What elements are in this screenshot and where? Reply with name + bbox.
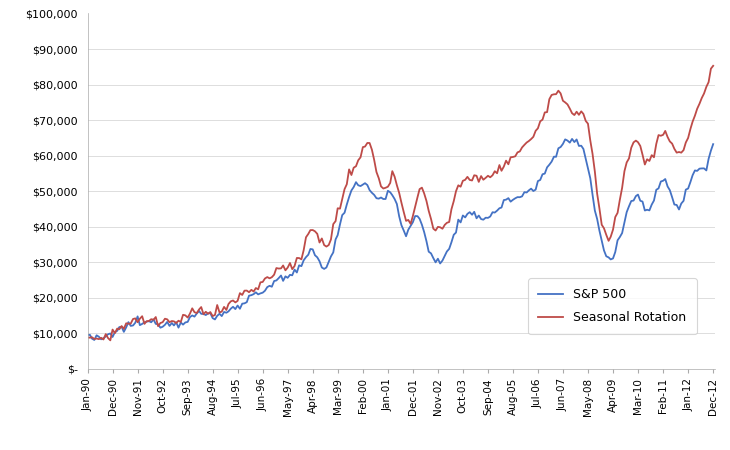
Legend: S&P 500, Seasonal Rotation: S&P 500, Seasonal Rotation <box>529 278 696 334</box>
Line: S&P 500: S&P 500 <box>88 139 713 340</box>
Line: Seasonal Rotation: Seasonal Rotation <box>88 66 713 340</box>
